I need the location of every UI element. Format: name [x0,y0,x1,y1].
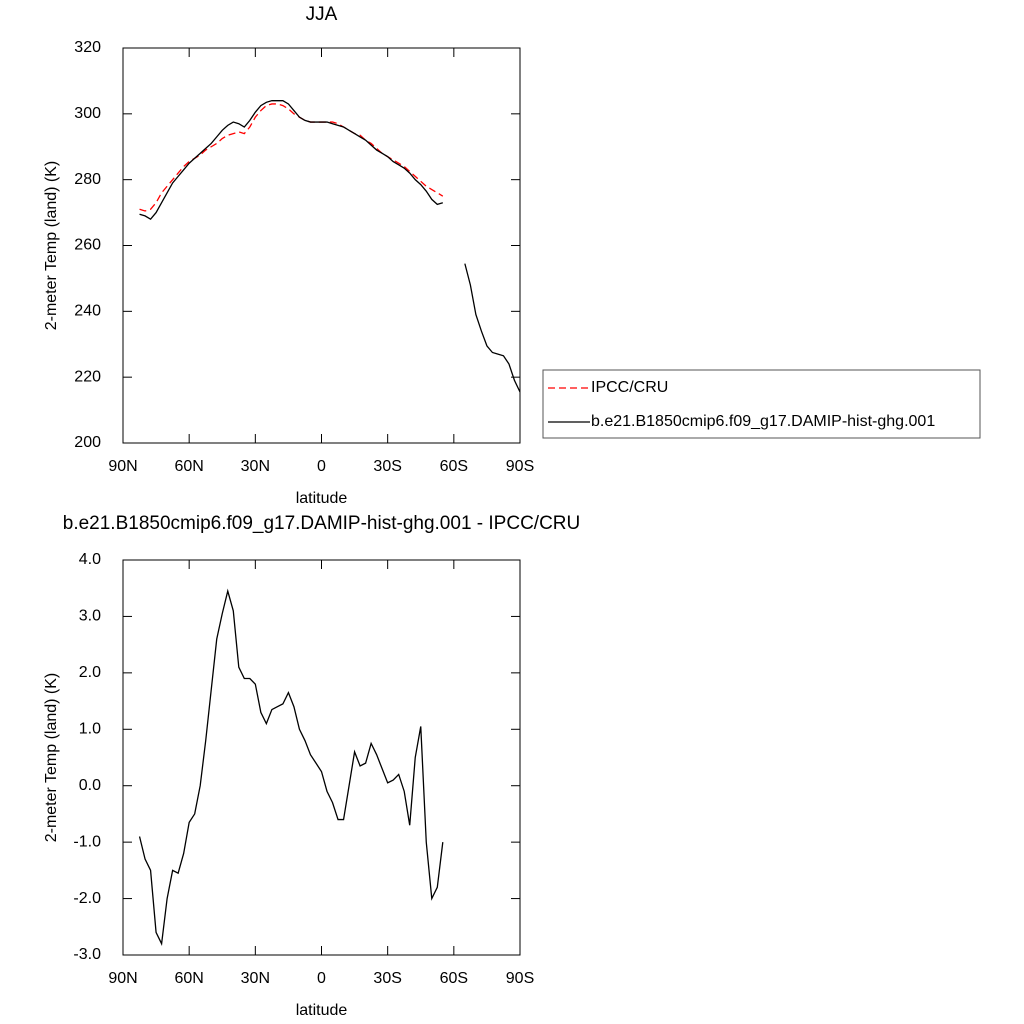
x-axis-label: latitude [296,490,348,507]
data-line [139,103,444,212]
chart-panel: JJA latitude 2-meter Temp (land) (K) 90N 60N… [43,4,981,507]
x-tick-label: 60N [174,458,203,475]
y-tick-label: 220 [74,368,101,385]
y-tick-label: 2.0 [79,664,101,681]
x-tick-label: 60S [440,970,468,987]
y-tick-label: 260 [74,237,101,254]
y-tick-label: 0.0 [79,777,101,794]
legend-box [542,369,981,439]
x-tick-label: 0 [317,970,326,987]
x-axis-label: latitude [296,1002,348,1019]
x-tick-label: 60S [440,458,468,475]
y-tick-label: 1.0 [79,721,101,738]
plot-frame [122,559,521,956]
x-tick-label: 30N [241,970,270,987]
y-tick-label: 300 [74,105,101,122]
y-tick-label: -3.0 [73,946,101,963]
chart-title: b.e21.B1850cmip6.f09_g17.DAMIP-hist-ghg.… [63,513,580,534]
x-tick-label: 90S [506,970,534,987]
x-tick-label: 90N [108,458,137,475]
x-tick-label: 30S [373,970,401,987]
legend-label: b.e21.B1850cmip6.f09_g17.DAMIP-hist-ghg.… [591,413,935,430]
y-axis-label: 2-meter Temp (land) (K) [43,673,60,843]
x-tick-label: 90N [108,970,137,987]
chart-panel: b.e21.B1850cmip6.f09_g17.DAMIP-hist-ghg.… [43,513,580,1019]
y-tick-label: -2.0 [73,890,101,907]
y-tick-label: 3.0 [79,608,101,625]
x-tick-label: 30S [373,458,401,475]
y-axis-label: 2-meter Temp (land) (K) [43,161,60,331]
x-tick-label: 30N [241,458,270,475]
chart-title: JJA [306,4,338,25]
x-tick-label: 0 [317,458,326,475]
y-tick-label: 240 [74,303,101,320]
y-tick-label: 4.0 [79,551,101,568]
x-tick-label: 90S [506,458,534,475]
y-tick-label: 280 [74,171,101,188]
y-tick-label: -1.0 [73,833,101,850]
plot-frame [122,47,521,444]
data-line [139,100,521,393]
y-tick-label: 320 [74,39,101,56]
legend: IPCC/CRU b.e21.B1850cmip6.f09_g17.DAMIP-h… [542,369,981,439]
data-line [138,588,444,946]
legend-label: IPCC/CRU [591,379,668,396]
y-tick-label: 200 [74,434,101,451]
x-tick-label: 60N [174,970,203,987]
